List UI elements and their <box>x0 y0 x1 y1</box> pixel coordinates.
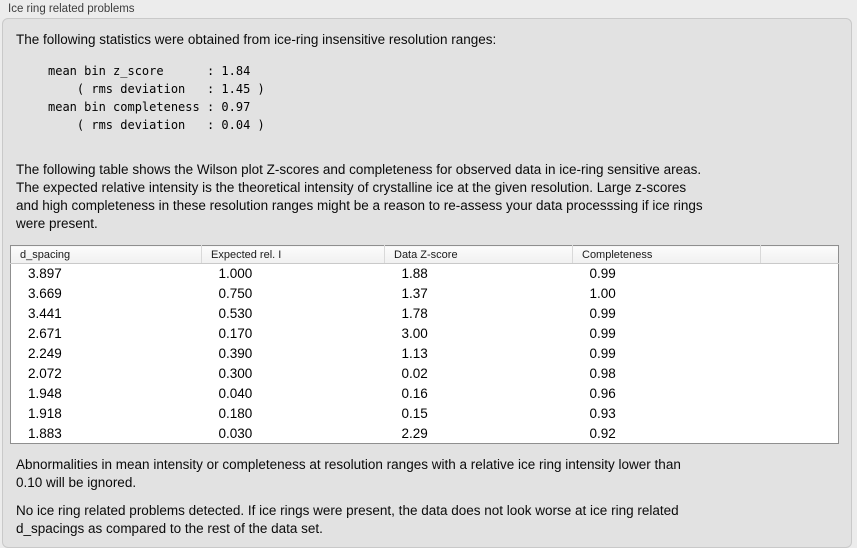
table-cell-empty <box>761 344 839 364</box>
table-cell: 0.02 <box>401 366 428 381</box>
column-header[interactable]: Data Z-score <box>384 245 573 264</box>
table-row[interactable]: 2.072 0.300 0.02 0.98 <box>11 364 839 384</box>
table-cell-empty <box>761 264 839 284</box>
table-cell-empty <box>761 284 839 304</box>
table-cell: 3.897 <box>28 266 62 282</box>
table-cell-empty <box>761 404 839 424</box>
table-cell-empty <box>761 364 839 384</box>
table-body: 3.897 1.000 1.88 0.99 3.669 0.750 1.37 1.00 3.44… <box>11 264 839 444</box>
table-cell: 1.37 <box>401 286 428 301</box>
table-cell: 3.441 <box>28 306 62 321</box>
table-cell: 0.530 <box>218 306 253 321</box>
table-cell: 0.300 <box>218 366 253 381</box>
table-cell-empty <box>761 304 839 324</box>
table-cell: 1.000 <box>218 266 253 282</box>
table-cell-empty <box>761 384 839 404</box>
table-row[interactable]: 3.441 0.530 1.78 0.99 <box>11 304 839 324</box>
column-header[interactable]: Expected rel. I <box>201 245 385 264</box>
table-cell: 2.29 <box>401 425 428 441</box>
table-cell: 0.99 <box>589 346 616 361</box>
table-cell: 0.99 <box>589 326 616 341</box>
table-cell: 0.180 <box>218 406 253 421</box>
table-cell: 0.96 <box>589 386 616 401</box>
column-header-empty <box>760 245 839 264</box>
table-cell: 0.98 <box>589 366 616 381</box>
table-header-row: d_spacing Expected rel. I Data Z-score Comp… <box>10 245 839 264</box>
table-cell: 0.040 <box>218 386 253 401</box>
table-cell: 0.750 <box>218 286 253 301</box>
note-text: Abnormalities in mean intensity or compl… <box>16 457 681 490</box>
table-cell: 0.99 <box>589 306 616 321</box>
table-cell: 1.00 <box>589 286 616 301</box>
table-row[interactable]: 3.669 0.750 1.37 1.00 <box>11 284 839 304</box>
table-cell: 2.249 <box>28 346 62 361</box>
table-cell: 0.15 <box>401 406 428 421</box>
table-cell: 0.92 <box>589 425 616 441</box>
table-cell: 0.170 <box>218 326 253 341</box>
table-cell: 0.030 <box>218 425 253 441</box>
table-row[interactable]: 3.897 1.000 1.88 0.99 <box>11 264 839 284</box>
table-cell: 2.072 <box>28 366 62 381</box>
table-cell: 1.918 <box>28 406 62 421</box>
table-row[interactable]: 1.918 0.180 0.15 0.93 <box>11 404 839 424</box>
table-cell: 0.390 <box>218 346 253 361</box>
table-cell-empty <box>761 324 839 344</box>
table-cell: 3.669 <box>28 286 62 301</box>
table-row[interactable]: 2.249 0.390 1.13 0.99 <box>11 344 839 364</box>
table-cell: 1.88 <box>401 266 428 282</box>
table-cell: 1.948 <box>28 386 62 401</box>
table-cell-empty <box>761 424 839 444</box>
table-cell: 1.883 <box>28 425 62 441</box>
table-cell: 2.671 <box>28 326 62 341</box>
table-cell: 0.16 <box>401 386 428 401</box>
description-text: The following table shows the Wilson plo… <box>16 162 703 231</box>
table-cell: 1.78 <box>401 306 428 321</box>
intro-text: The following statistics were obtained f… <box>16 32 497 47</box>
table-cell: 1.13 <box>401 346 428 361</box>
ice-ring-table: d_spacing Expected rel. I Data Z-score Comp… <box>10 245 839 444</box>
table-cell: 0.99 <box>589 266 616 282</box>
column-header[interactable]: d_spacing <box>10 245 202 264</box>
table-cell: 0.93 <box>589 406 616 421</box>
stats-block: mean bin z_score : 1.84 ( rms deviation … <box>48 64 265 132</box>
table-row[interactable]: 1.948 0.040 0.16 0.96 <box>11 384 839 404</box>
table-cell: 3.00 <box>401 326 428 341</box>
table-row[interactable]: 1.883 0.030 2.29 0.92 <box>11 424 839 444</box>
conclusion-text: No ice ring related problems detected. I… <box>16 503 679 536</box>
ice-ring-group-box: The following statistics were obtained f… <box>2 18 852 548</box>
column-header[interactable]: Completeness <box>572 245 761 264</box>
panel-title: Ice ring related problems <box>8 3 135 15</box>
table-row[interactable]: 2.671 0.170 3.00 0.99 <box>11 324 839 344</box>
